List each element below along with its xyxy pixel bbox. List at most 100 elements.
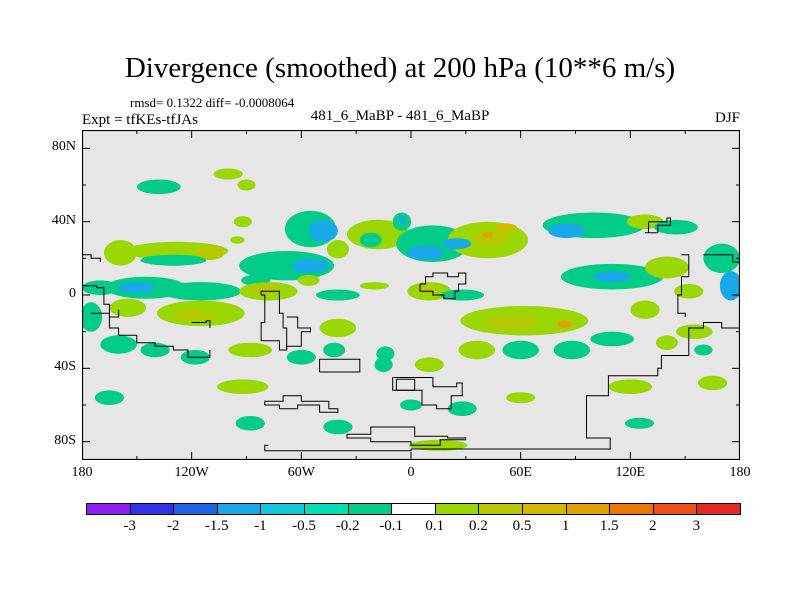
divergence-region-53 (502, 340, 539, 360)
divergence-region-2 (195, 245, 225, 261)
divergence-region-66 (286, 350, 316, 365)
coastline-12 (677, 254, 690, 317)
coastline-6 (346, 426, 467, 446)
colorbar-box (86, 503, 131, 515)
divergence-region-0 (104, 240, 137, 266)
divergence-region-54 (553, 340, 591, 360)
colorbar-label: 1.5 (599, 518, 619, 534)
lat-label: 40S (54, 359, 76, 375)
colorbar-label: 3 (692, 518, 701, 534)
coastline-10 (91, 309, 120, 318)
lon-label: 180 (71, 465, 93, 480)
colorbar-box (129, 503, 175, 515)
coastline-5 (392, 377, 463, 410)
divergence-region-23 (495, 223, 517, 231)
colorbar-label: 2 (649, 518, 657, 534)
lon-label: 120W (174, 465, 209, 480)
colorbar-label: -2 (166, 518, 180, 534)
map-frame (82, 130, 740, 460)
divergence-region-80 (624, 417, 655, 429)
divergence-region-58 (676, 324, 713, 339)
divergence-region-33 (703, 243, 740, 273)
divergence-region-4 (140, 254, 207, 266)
divergence-region-70 (100, 335, 137, 354)
divergence-region-64 (319, 318, 357, 338)
divergence-region-5 (136, 179, 181, 195)
coastline-0 (82, 285, 211, 358)
colorbar (86, 503, 741, 515)
divergence-region-16 (359, 232, 382, 248)
divergence-region-84 (442, 238, 472, 250)
coastline-layer (82, 217, 740, 452)
colorbar-label: 0.5 (512, 518, 532, 534)
divergence-region-27 (626, 214, 664, 229)
divergence-region-46 (359, 282, 389, 290)
coastline-3 (319, 358, 361, 373)
colorbar-box (652, 503, 698, 515)
colorbar-label: 0.1 (425, 518, 445, 534)
colorbar-label: -1 (254, 518, 267, 534)
divergence-region-49 (440, 289, 485, 301)
divergence-region-13 (326, 240, 349, 259)
divergence-region-40 (109, 298, 146, 317)
divergence-region-44 (250, 284, 280, 295)
divergence-region-56 (630, 300, 660, 319)
divergence-region-31 (645, 256, 689, 279)
divergence-region-74 (323, 419, 353, 435)
divergence-region-7 (237, 179, 256, 191)
coastline-13 (703, 254, 740, 263)
divergence-region-79 (698, 375, 728, 391)
divergence-region-55 (590, 331, 634, 347)
coastline-11 (645, 217, 671, 234)
colorbar-box (478, 503, 523, 515)
divergence-map (82, 130, 740, 460)
divergence-region-82 (94, 390, 124, 406)
divergence-region-51 (485, 316, 538, 329)
coastline-15 (82, 254, 101, 262)
divergence-region-37 (118, 282, 156, 294)
divergence-region-6 (213, 168, 243, 180)
colorbar-label: -3 (123, 518, 136, 534)
map-panel (82, 130, 740, 460)
lon-label: 0 (407, 465, 415, 480)
divergence-region-11 (239, 251, 335, 281)
lat-label: 80S (54, 432, 76, 448)
experiment-label: Expt = tfKEs-tfJAs (82, 112, 198, 128)
lat-label: 40N (51, 212, 76, 228)
divergence-region-77 (506, 392, 536, 404)
lat-label: 0 (69, 286, 76, 301)
colorbar-label: -0.1 (379, 518, 404, 534)
divergence-region-45 (316, 289, 360, 301)
divergence-region-78 (608, 379, 653, 394)
divergence-region-59 (694, 344, 713, 356)
plot-title: Divergence (smoothed) at 200 hPa (10**6 … (124, 52, 676, 84)
divergence-region-34 (719, 271, 740, 301)
divergence-region-76 (447, 401, 477, 417)
colorbar-box (609, 503, 654, 515)
divergence-region-24 (482, 231, 494, 238)
colorbar-label: 1 (561, 518, 570, 534)
coastline-7 (264, 317, 740, 452)
lon-label: 180 (729, 465, 751, 480)
lat-label: 80N (51, 139, 76, 155)
run-ids-label: 481_6_MaBP - 481_6_MaBP (310, 108, 490, 124)
divergence-region-20 (407, 245, 444, 261)
divergence-fill-layer (82, 168, 740, 451)
divergence-region-57 (655, 335, 678, 350)
lon-label: 60E (509, 465, 532, 480)
colorbar-box (696, 503, 741, 515)
divergence-region-73 (235, 416, 265, 431)
divergence-region-52 (557, 320, 572, 328)
divergence-region-14 (297, 274, 320, 286)
divergence-region-67 (228, 342, 273, 358)
colorbar-box (347, 503, 393, 515)
colorbar-box (434, 503, 480, 515)
divergence-region-3 (233, 216, 252, 228)
divergence-region-63 (374, 357, 393, 372)
divergence-region-32 (674, 284, 704, 299)
rmsd-diff-stats: rmsd= 0.1322 diff= -0.0008064 (130, 95, 295, 110)
divergence-region-30 (593, 271, 631, 283)
divergence-region-18 (398, 216, 406, 224)
divergence-region-71 (82, 302, 103, 332)
colorbar-label: -0.5 (292, 518, 316, 534)
